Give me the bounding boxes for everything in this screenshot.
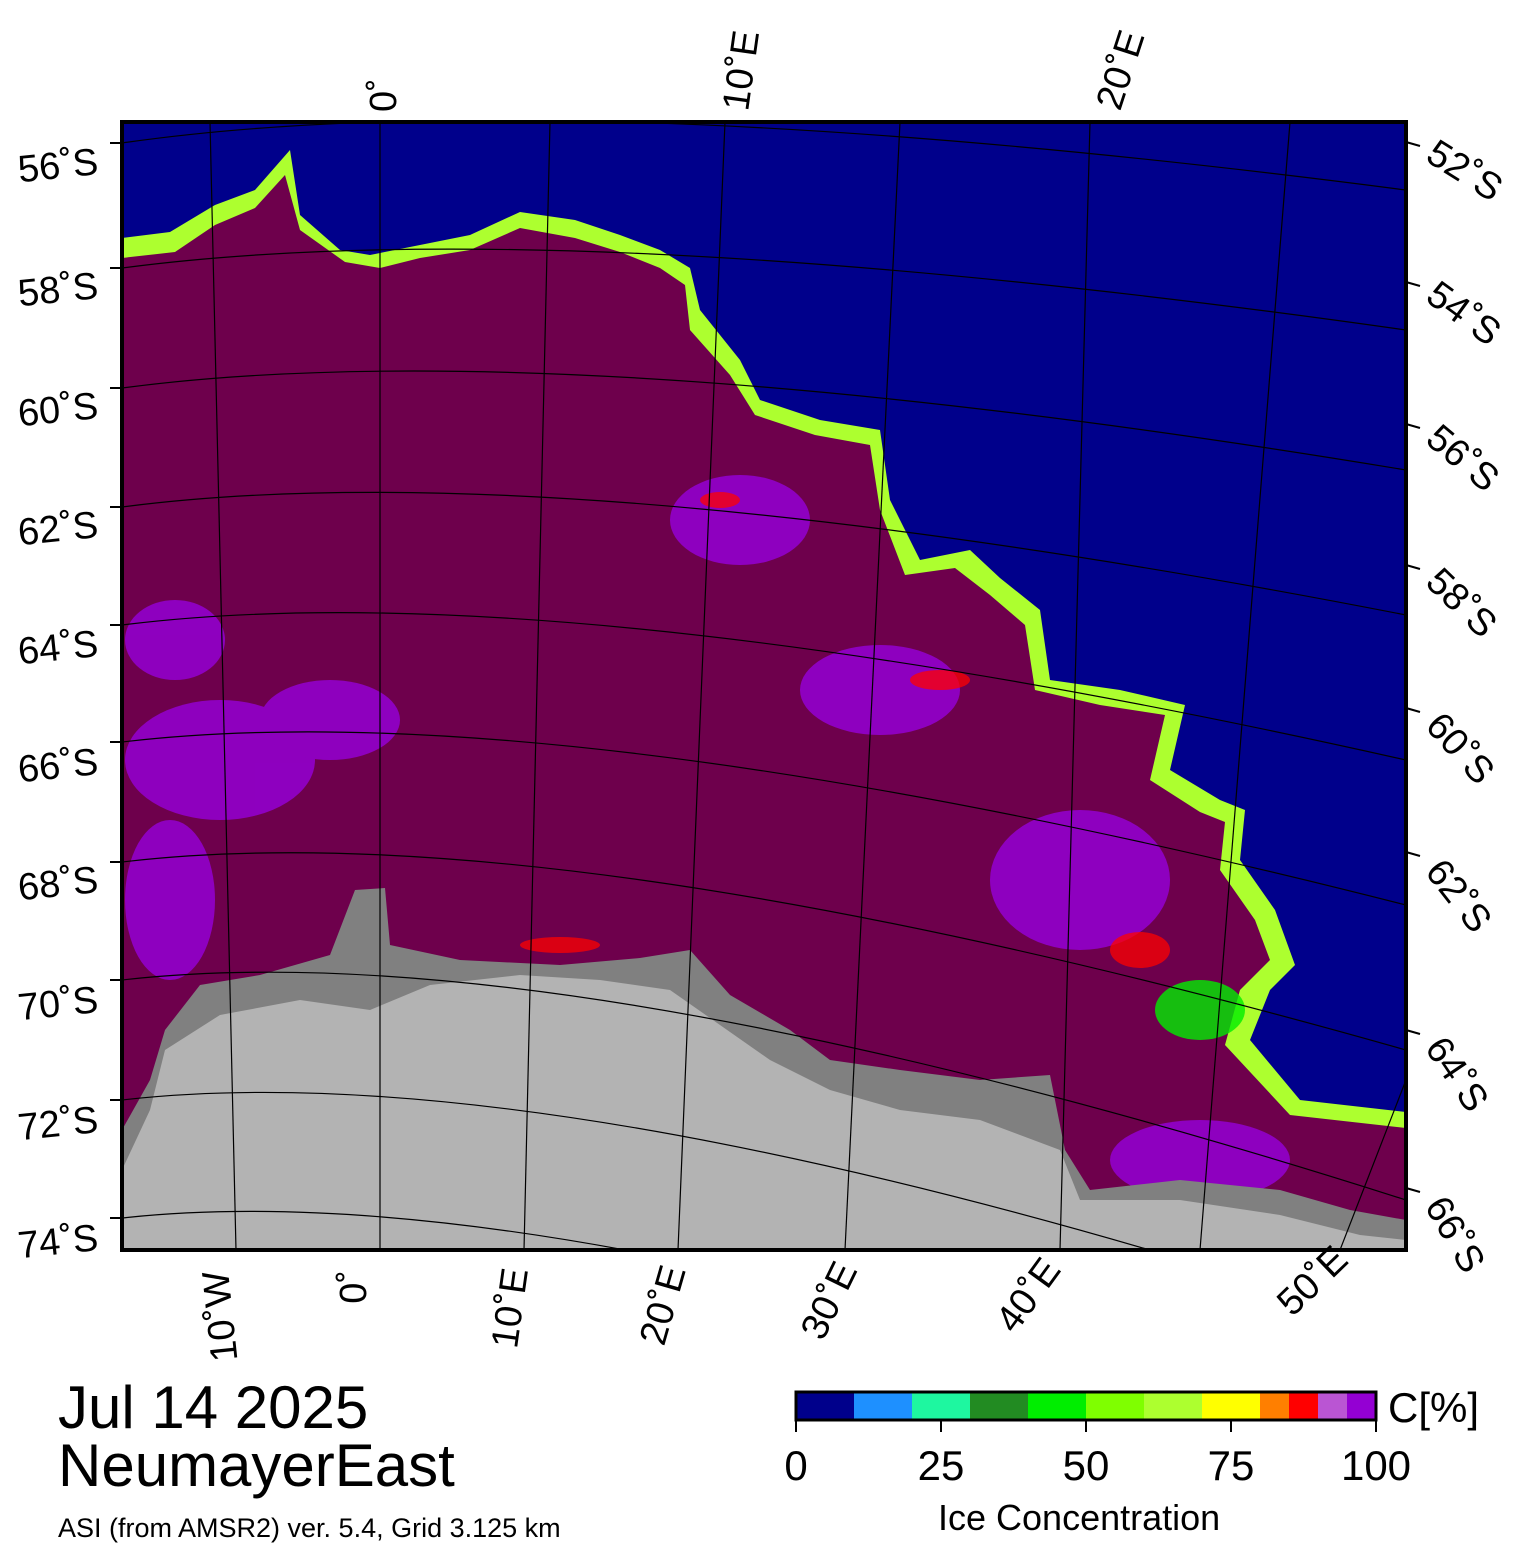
lat-label-right: 58˚S (1418, 560, 1505, 646)
colorbar-bin (970, 1392, 1028, 1420)
lon-labels-top: 0˚ 10˚E 20˚E (363, 25, 1153, 114)
lon-labels-bottom: 10˚W 0˚ 10˚E 20˚E 30˚E 40˚E 50˚E (195, 1238, 1356, 1363)
lat-label-left: 58˚S (16, 265, 100, 315)
lon-label-top: 0˚ (363, 78, 405, 112)
colorbar-bin (912, 1392, 970, 1420)
lat-label-left: 62˚S (16, 504, 100, 554)
source-info: ASI (from AMSR2) ver. 5.4, Grid 3.125 km (58, 1513, 561, 1543)
colorbar-tick-label: 0 (784, 1442, 808, 1489)
lat-label-right: 62˚S (1417, 852, 1500, 941)
lon-label-top: 20˚E (1089, 25, 1154, 114)
colorbar-tick-label: 50 (1062, 1442, 1110, 1489)
lon-label-bottom: 10˚E (484, 1265, 537, 1350)
colorbar-bin (854, 1392, 912, 1420)
antarctic-land (122, 975, 1406, 1250)
colorbar-axis-label: Ice Concentration (938, 1497, 1221, 1538)
lat-label-right: 52˚S (1419, 132, 1509, 210)
lat-label-left: 56˚S (16, 141, 100, 191)
lon-label-top: 10˚E (715, 28, 768, 113)
lat-label-right: 64˚S (1417, 1030, 1497, 1120)
lat-label-left: 64˚S (16, 623, 100, 673)
colorbar-bin (1086, 1392, 1144, 1420)
colorbar-bin (796, 1392, 854, 1420)
lon-label-bottom: 0˚ (333, 1270, 375, 1304)
map-frame (120, 120, 1408, 1252)
lat-label-right: 54˚S (1419, 273, 1509, 354)
colorbar-ticks (795, 1420, 1377, 1432)
graticule (122, 122, 1406, 1250)
region-name: NeumayerEast (58, 1432, 455, 1499)
colorbar-bin (1202, 1392, 1260, 1420)
lat-label-left: 68˚S (16, 859, 100, 909)
ice-texture-green (1155, 980, 1245, 1040)
lat-label-left: 74˚S (16, 1217, 100, 1267)
lon-label-bottom: 40˚E (988, 1251, 1069, 1341)
lat-label-right: 60˚S (1417, 705, 1502, 793)
date-label: Jul 14 2025 (58, 1374, 369, 1441)
ice-texture-low (520, 492, 1170, 968)
lon-label-bottom: 10˚W (195, 1269, 246, 1364)
lat-label-left: 70˚S (16, 979, 100, 1029)
colorbar-tick-label: 75 (1207, 1442, 1255, 1489)
lon-label-bottom: 20˚E (632, 1261, 695, 1350)
lat-labels-right: 52˚S 54˚S 56˚S 58˚S 60˚S 62˚S 64˚S 66˚S (1416, 132, 1509, 1280)
lat-label-left: 72˚S (16, 1099, 100, 1149)
lat-label-left: 60˚S (16, 385, 100, 435)
colorbar-title: C[%] (1388, 1384, 1480, 1431)
colorbar-bin (1144, 1392, 1202, 1420)
lon-label-bottom: 30˚E (793, 1256, 866, 1347)
colorbar-bin (1318, 1392, 1347, 1420)
colorbar-bin (1289, 1392, 1318, 1420)
colorbar-bin (1260, 1392, 1289, 1420)
lat-label-right: 66˚S (1416, 1190, 1493, 1281)
lat-label-right: 56˚S (1418, 417, 1506, 501)
colorbar-bin (1028, 1392, 1086, 1420)
colorbar (796, 1392, 1376, 1420)
axis-ticks (110, 141, 1421, 1219)
colorbar-tick-label: 100 (1340, 1442, 1412, 1489)
lat-label-left: 66˚S (16, 741, 100, 791)
colorbar-tick-label: 25 (917, 1442, 965, 1489)
lat-labels-left: 56˚S 58˚S 60˚S 62˚S 64˚S 66˚S 68˚S 70˚S … (16, 141, 100, 1267)
colorbar-bin (1347, 1392, 1376, 1420)
